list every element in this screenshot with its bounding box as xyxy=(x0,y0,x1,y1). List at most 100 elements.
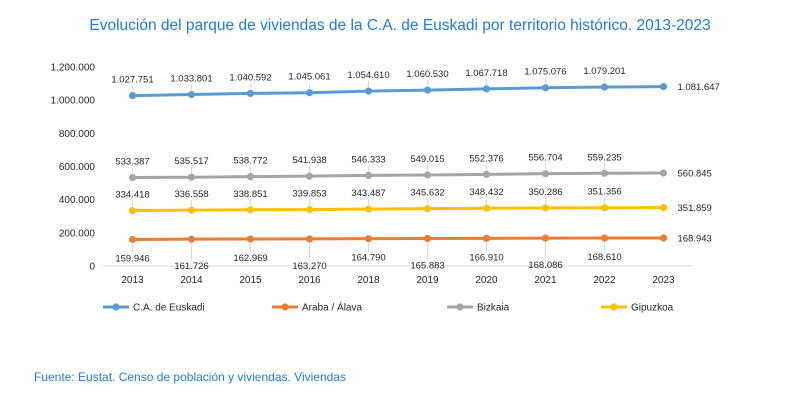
data-point-gipuzkoa xyxy=(659,204,668,212)
data-label-c-a-de-euskadi: 1.033.801 xyxy=(170,74,212,85)
x-tick-label: 2021 xyxy=(534,275,557,286)
x-tick-label: 2018 xyxy=(357,275,380,286)
data-label-gipuzkoa: 339.853 xyxy=(292,189,326,200)
data-point-gipuzkoa xyxy=(541,204,550,212)
data-label-c-a-de-euskadi: 1.060.530 xyxy=(406,69,448,80)
data-point-bizkaia xyxy=(305,172,314,180)
data-label-gipuzkoa: 336.558 xyxy=(174,189,208,200)
data-label-araba-alava: 159.946 xyxy=(115,253,149,264)
data-point-bizkaia xyxy=(600,169,609,177)
data-label-gipuzkoa: 345.632 xyxy=(410,188,444,199)
data-point-bizkaia xyxy=(364,171,373,179)
legend-label-c-a-de-euskadi: C.A. de Euskadi xyxy=(133,303,205,314)
x-tick-label: 2022 xyxy=(593,275,616,286)
x-tick-label: 2014 xyxy=(180,275,203,286)
series-line-c-a-de-euskadi xyxy=(131,85,665,98)
data-point-araba-alava xyxy=(364,235,373,243)
data-point-c-a-de-euskadi xyxy=(305,89,314,97)
data-point-bizkaia xyxy=(541,170,550,178)
data-label-bizkaia: 559.235 xyxy=(587,152,621,163)
data-label-gipuzkoa: 334.418 xyxy=(115,190,149,201)
data-label-c-a-de-euskadi: 1.054.610 xyxy=(347,70,389,81)
data-label-gipuzkoa: 348.432 xyxy=(469,187,503,198)
data-point-gipuzkoa xyxy=(305,206,314,214)
data-label-gipuzkoa: 338.851 xyxy=(233,189,267,200)
source-note: Fuente: Eustat. Censo de población y viv… xyxy=(34,370,346,384)
data-label-c-a-de-euskadi: 1.040.592 xyxy=(229,72,271,83)
legend-label-bizkaia: Bizkaia xyxy=(477,303,510,314)
data-label-araba-alava: 168.610 xyxy=(587,252,621,263)
data-point-gipuzkoa xyxy=(128,206,137,215)
data-point-gipuzkoa xyxy=(364,205,373,213)
data-point-c-a-de-euskadi xyxy=(541,84,550,92)
x-tick-label: 2013 xyxy=(121,275,144,286)
legend-label-gipuzkoa: Gipuzkoa xyxy=(631,303,674,314)
series-line-gipuzkoa xyxy=(131,206,665,213)
x-tick-label: 2019 xyxy=(416,275,439,286)
y-tick-label: 800.000 xyxy=(59,129,96,140)
data-point-araba-alava xyxy=(305,235,314,243)
data-label-bizkaia: 546.333 xyxy=(351,154,385,165)
data-point-c-a-de-euskadi xyxy=(364,87,373,95)
data-point-bizkaia xyxy=(659,169,668,177)
data-point-bizkaia xyxy=(187,173,196,181)
legend-marker-c-a-de-euskadi xyxy=(112,303,120,311)
data-label-gipuzkoa: 351.356 xyxy=(587,187,621,198)
data-label-araba-alava: 164.790 xyxy=(351,253,385,264)
data-point-c-a-de-euskadi xyxy=(246,89,255,98)
legend-label-araba-alava: Araba / Álava xyxy=(302,301,362,314)
data-label-bizkaia: 560.845 xyxy=(678,168,712,179)
data-label-c-a-de-euskadi: 1.081.647 xyxy=(678,82,720,93)
legend-marker-gipuzkoa xyxy=(610,303,618,311)
data-point-c-a-de-euskadi xyxy=(600,83,609,91)
data-point-gipuzkoa xyxy=(600,204,609,212)
data-labels: 1.027.751 1.033.801 1.040.592 1.045.061 1.05… xyxy=(111,66,719,272)
data-label-c-a-de-euskadi: 1.067.718 xyxy=(465,68,507,79)
y-tick-label: 200.000 xyxy=(59,228,96,239)
data-point-gipuzkoa xyxy=(187,206,196,214)
series-line-araba-alava xyxy=(131,236,665,241)
data-label-araba-alava: 166.910 xyxy=(469,252,503,263)
legend: C.A. de Euskadi Araba / Álava Bizkaia Gipuz… xyxy=(103,301,674,314)
data-point-c-a-de-euskadi xyxy=(482,85,491,93)
data-label-c-a-de-euskadi: 1.045.061 xyxy=(288,72,330,83)
data-label-gipuzkoa: 350.286 xyxy=(528,187,562,198)
data-point-gipuzkoa xyxy=(246,206,255,214)
data-label-c-a-de-euskadi: 1.079.201 xyxy=(583,66,625,77)
data-point-gipuzkoa xyxy=(482,204,491,212)
data-label-araba-alava: 162.969 xyxy=(233,253,267,264)
data-point-araba-alava xyxy=(659,234,668,242)
legend-marker-bizkaia xyxy=(456,303,464,311)
x-tick-label: 2016 xyxy=(298,275,321,286)
series-line-bizkaia xyxy=(131,171,665,180)
y-tick-label: 1.200.000 xyxy=(51,63,96,74)
data-label-araba-alava: 163.270 xyxy=(292,261,326,272)
data-label-araba-alava: 168.086 xyxy=(528,260,562,271)
data-label-araba-alava: 168.943 xyxy=(678,233,712,244)
data-point-bizkaia xyxy=(246,173,255,181)
x-tick-label: 2023 xyxy=(652,275,675,286)
data-label-bizkaia: 533.387 xyxy=(115,157,149,168)
data-point-c-a-de-euskadi xyxy=(423,86,432,94)
y-tick-label: 600.000 xyxy=(59,162,96,173)
data-label-c-a-de-euskadi: 1.027.751 xyxy=(111,75,153,86)
data-label-bizkaia: 549.015 xyxy=(410,154,444,165)
data-point-bizkaia xyxy=(482,170,491,178)
axes: 0 200.000 400.000 600.000 800.000 1.000.000 1.… xyxy=(51,63,693,286)
data-point-bizkaia xyxy=(423,171,432,179)
data-label-gipuzkoa: 351.859 xyxy=(678,203,712,214)
data-point-araba-alava xyxy=(482,234,491,242)
data-point-c-a-de-euskadi xyxy=(128,91,137,100)
data-point-araba-alava xyxy=(187,235,196,243)
data-point-c-a-de-euskadi xyxy=(659,83,668,91)
x-tick-label: 2020 xyxy=(475,275,498,286)
series-layer xyxy=(128,83,668,244)
data-label-bizkaia: 535.517 xyxy=(174,156,208,167)
data-label-araba-alava: 161.726 xyxy=(174,261,208,272)
data-label-bizkaia: 538.772 xyxy=(233,156,267,167)
data-label-bizkaia: 556.704 xyxy=(528,153,562,164)
legend-marker-araba-alava xyxy=(281,303,289,311)
data-point-araba-alava xyxy=(423,234,432,243)
data-label-gipuzkoa: 343.487 xyxy=(351,188,385,199)
data-point-araba-alava xyxy=(128,235,137,244)
